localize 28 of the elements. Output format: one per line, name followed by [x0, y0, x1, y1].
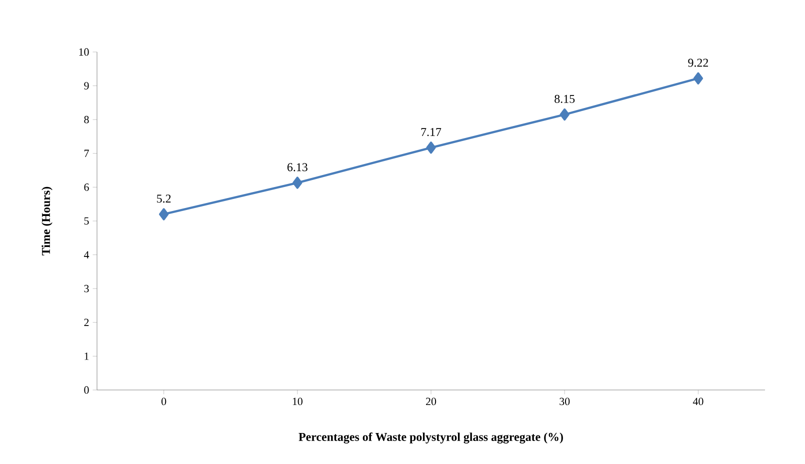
x-tick-label: 0 — [161, 398, 166, 406]
data-label: 9.22 — [688, 58, 708, 67]
x-tick-label: 10 — [292, 398, 302, 406]
y-tick-label: 4 — [84, 251, 90, 258]
x-tick-label: 30 — [560, 398, 570, 406]
y-tick-label: 9 — [84, 82, 89, 90]
y-tick-label: 10 — [79, 48, 89, 56]
x-tick-label: 20 — [426, 398, 436, 406]
point — [693, 72, 704, 84]
data-label: 8.15 — [554, 94, 575, 103]
y-tick-label: 3 — [84, 284, 89, 292]
data-label: 5.2 — [157, 194, 171, 203]
point — [426, 142, 436, 154]
y-tick-label: 7 — [84, 150, 89, 157]
y-tick-label: 8 — [84, 116, 89, 124]
x-axis-title: Percentages of Waste polystyrol glass aggregate (%) — [298, 432, 563, 444]
y-tick-label: 0 — [84, 386, 89, 394]
y-axis-title: Time (Hours) — [42, 186, 52, 256]
y-tick-label: 1 — [84, 352, 89, 360]
y-tick-label: 2 — [84, 318, 89, 326]
point — [158, 208, 169, 220]
y-tick-label: 5 — [84, 217, 89, 225]
data-label: 7.17 — [421, 128, 442, 136]
point — [292, 176, 302, 189]
data-label: 6.13 — [287, 163, 308, 172]
x-tick-label: 40 — [692, 398, 704, 406]
y-tick-label: 6 — [84, 184, 89, 191]
point — [560, 108, 570, 121]
